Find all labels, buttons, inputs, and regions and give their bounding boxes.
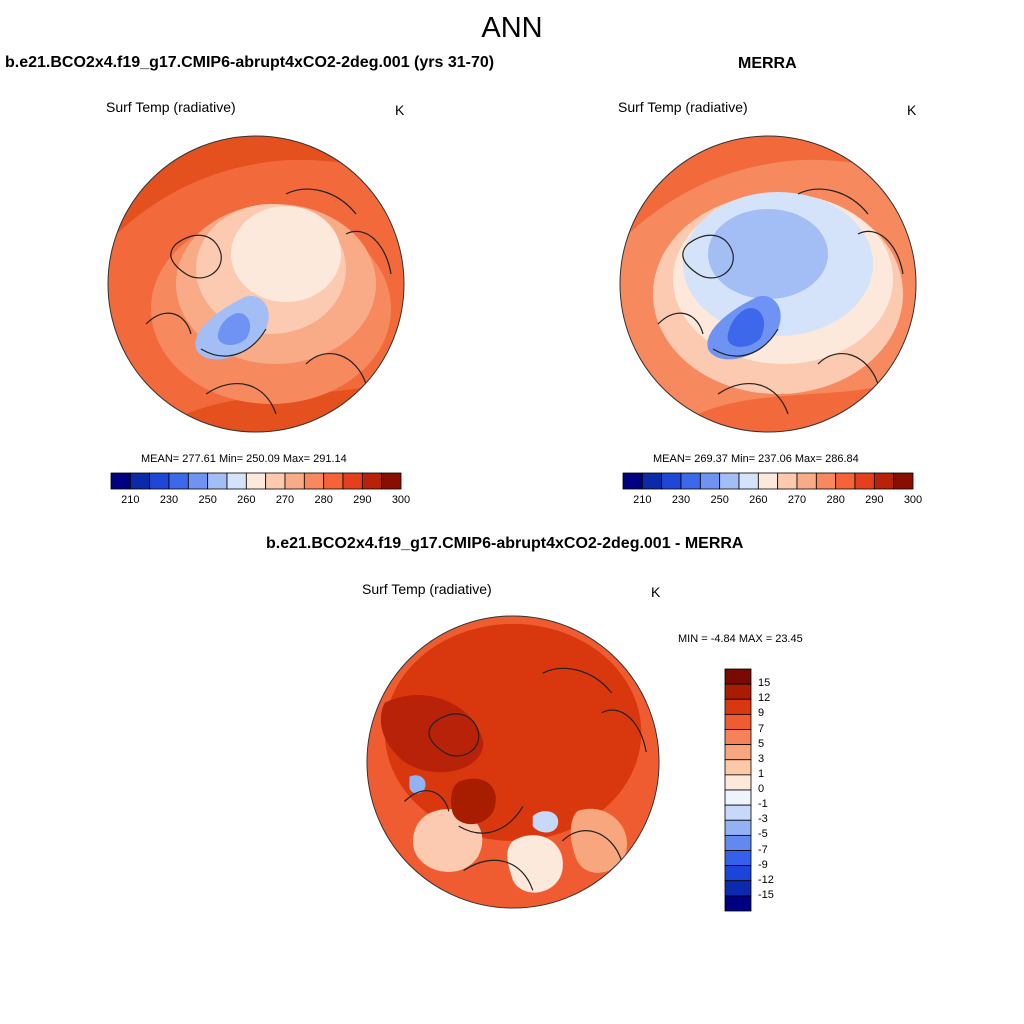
colorbar-tick-label: 1	[758, 767, 765, 780]
colorbar-difference	[724, 668, 752, 912]
colorbar-cell	[724, 834, 752, 851]
colorbar-cell	[207, 472, 228, 490]
colorbar-cell	[381, 472, 402, 490]
colorbar-cell	[724, 774, 752, 791]
colorbar-model	[110, 472, 402, 490]
colorbar-cell	[265, 472, 286, 490]
colorbar-tick-label: -7	[758, 843, 768, 856]
panel-1-title: b.e21.BCO2x4.f19_g17.CMIP6-abrupt4xCO2-2…	[5, 54, 495, 71]
colorbar-cell	[777, 472, 798, 490]
colorbar-cell	[699, 472, 721, 490]
colorbar-tick-label: 7	[758, 722, 765, 735]
colorbar-cell	[680, 472, 701, 490]
colorbar-cell	[724, 804, 752, 821]
colorbar-cell	[342, 472, 363, 490]
colorbar-cell	[303, 472, 325, 490]
colorbar-cell	[641, 472, 663, 490]
colorbar-cell	[719, 472, 740, 490]
colorbar-tick-label: 250	[198, 494, 217, 506]
colorbar-cell	[724, 895, 752, 912]
colorbar-cell	[724, 819, 752, 836]
colorbar-cell	[815, 472, 837, 490]
panel-1-units: K	[395, 102, 405, 118]
colorbar-cell	[226, 472, 247, 490]
colorbar-cell	[284, 472, 305, 490]
colorbar-cell	[149, 472, 170, 490]
panel-1-variable: Surf Temp (radiative)	[106, 99, 236, 115]
colorbar-tick-label: 12	[758, 692, 771, 705]
colorbar-tick-label: 280	[826, 494, 845, 506]
colorbar-tick-label: 230	[159, 494, 179, 506]
colorbar-cell	[661, 472, 682, 490]
colorbar-cell	[724, 880, 752, 897]
panel-3-variable: Surf Temp (radiative)	[362, 581, 492, 597]
colorbar-cell	[724, 744, 752, 761]
polar-map-merra	[619, 135, 917, 433]
colorbar-cell	[724, 865, 752, 882]
colorbar-tick-label: 15	[758, 677, 771, 690]
colorbar-cell	[796, 472, 817, 490]
colorbar-tick-label: 250	[710, 494, 729, 506]
colorbar-tick-label: -3	[758, 813, 768, 826]
panel-3-units: K	[651, 584, 661, 600]
colorbar-cell	[724, 683, 752, 700]
polar-map-model	[107, 135, 405, 433]
figure-title: ANN	[481, 12, 543, 44]
colorbar-cell	[724, 729, 752, 746]
colorbar-cell	[724, 850, 752, 867]
colorbar-cell	[622, 472, 643, 490]
colorbar-tick-label: 270	[275, 494, 295, 506]
colorbar-cell	[110, 472, 131, 490]
colorbar-tick-label: 5	[758, 737, 765, 750]
colorbar-tick-label: 300	[903, 494, 923, 506]
colorbar-cell	[245, 472, 267, 490]
colorbar-cell	[835, 472, 856, 490]
colorbar-cell	[361, 472, 383, 490]
colorbar-tick-label: 290	[865, 494, 884, 506]
colorbar-cell	[724, 789, 752, 806]
panel-2-variable: Surf Temp (radiative)	[618, 99, 748, 115]
colorbar-tick-label: -9	[758, 858, 768, 871]
colorbar-tick-label: 280	[314, 494, 333, 506]
panel-3-stats: MIN = -4.84 MAX = 23.45	[678, 633, 803, 645]
colorbar-tick-label: 210	[121, 494, 140, 506]
colorbar-tick-label: 3	[758, 752, 765, 765]
colorbar-tick-label: -5	[758, 828, 768, 841]
colorbar-cell	[129, 472, 151, 490]
colorbar-tick-label: -12	[758, 873, 774, 886]
colorbar-difference-labels: 15 12 9 7 5 3 1 0 -1 -3 -5 -7 -9 -12 -15	[758, 669, 798, 911]
panel-1-stats: MEAN= 277.61 Min= 250.09 Max= 291.14	[141, 453, 347, 465]
panel-2-title: MERRA	[738, 55, 797, 72]
colorbar-tick-label: 260	[749, 494, 768, 506]
colorbar-tick-label: -1	[758, 798, 768, 811]
colorbar-cell	[724, 759, 752, 776]
colorbar-merra	[622, 472, 914, 490]
colorbar-tick-label: 290	[353, 494, 372, 506]
colorbar-model-labels: 210 230 250 260 270 280 290 300	[111, 494, 410, 508]
colorbar-cell	[854, 472, 875, 490]
colorbar-cell	[187, 472, 209, 490]
polar-map-difference	[366, 615, 660, 909]
colorbar-cell	[893, 472, 914, 490]
colorbar-tick-label: 260	[237, 494, 256, 506]
colorbar-merra-labels: 210 230 250 260 270 280 290 300	[623, 494, 922, 508]
colorbar-tick-label: 300	[391, 494, 411, 506]
colorbar-cell	[724, 713, 752, 730]
colorbar-cell	[724, 698, 752, 715]
colorbar-cell	[724, 668, 752, 685]
colorbar-cell	[168, 472, 189, 490]
colorbar-tick-label: 270	[787, 494, 807, 506]
colorbar-cell	[873, 472, 895, 490]
colorbar-tick-label: 0	[758, 783, 765, 795]
colorbar-cell	[738, 472, 759, 490]
panel-3-title: b.e21.BCO2x4.f19_g17.CMIP6-abrupt4xCO2-2…	[266, 535, 744, 552]
colorbar-cell	[323, 472, 344, 490]
colorbar-tick-label: 210	[633, 494, 652, 506]
panel-2-units: K	[907, 102, 917, 118]
colorbar-tick-label: 9	[758, 707, 765, 720]
colorbar-tick-label: 230	[671, 494, 691, 506]
panel-2-stats: MEAN= 269.37 Min= 237.06 Max= 286.84	[653, 453, 859, 465]
colorbar-cell	[757, 472, 779, 490]
colorbar-tick-label: -15	[758, 888, 774, 901]
